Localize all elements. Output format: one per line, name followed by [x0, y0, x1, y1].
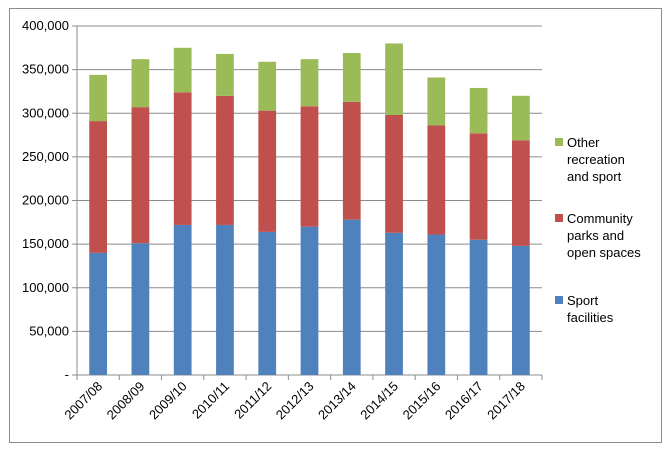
bar-segment: [342, 53, 361, 102]
y-tick-label: -: [65, 367, 69, 382]
bar-segment: [342, 101, 361, 220]
x-tick-label: 2008/09: [104, 379, 148, 423]
bar-segment: [427, 234, 446, 375]
legend-label: and sport: [567, 169, 622, 184]
y-tick-label: 100,000: [22, 280, 69, 295]
bar-segment: [173, 47, 192, 93]
bar-segment: [216, 53, 234, 96]
y-tick-label: 200,000: [22, 193, 69, 208]
x-tick-label: 2009/10: [146, 379, 190, 423]
bar-segment: [89, 74, 108, 122]
bar-segment: [131, 107, 150, 244]
bar-segment: [173, 92, 192, 225]
y-tick-label: 300,000: [22, 105, 69, 120]
bar-segment: [216, 95, 234, 225]
y-tick-label: 250,000: [22, 149, 69, 164]
bar-segment: [258, 231, 277, 375]
bar-segment: [427, 77, 446, 126]
bar-segment: [89, 252, 108, 375]
x-tick-label: 2012/13: [273, 379, 317, 423]
bar-segment: [511, 140, 530, 246]
bar-segment: [385, 232, 403, 375]
bar-segment: [469, 239, 488, 375]
bar-segment: [258, 110, 277, 232]
legend-label: Community: [567, 211, 633, 226]
bar-segment: [131, 59, 150, 108]
bar-segment: [173, 224, 192, 375]
x-tick-label: 2017/18: [484, 379, 528, 423]
x-tick-label: 2010/11: [189, 379, 232, 422]
y-tick-label: 350,000: [22, 62, 69, 77]
legend-swatch: [555, 138, 563, 146]
y-tick-label: 400,000: [22, 18, 69, 33]
bar-segment: [89, 121, 108, 253]
chart-frame: [9, 8, 662, 443]
legend-label: Sport: [567, 293, 598, 308]
bar-segment: [511, 245, 530, 375]
legend-swatch: [555, 214, 563, 222]
bar-segment: [342, 219, 361, 375]
legend-swatch: [555, 296, 563, 304]
x-tick-label: 2016/17: [442, 379, 486, 423]
bar-segment: [385, 114, 403, 233]
bar-segment: [300, 226, 319, 375]
x-tick-label: 2014/15: [357, 379, 401, 423]
bar-segment: [216, 224, 234, 375]
x-tick-label: 2007/08: [61, 379, 105, 423]
bar-segment: [300, 59, 319, 107]
bar-segment: [427, 125, 446, 235]
legend-label: facilities: [567, 310, 614, 325]
x-tick-label: 2015/16: [400, 379, 444, 423]
bar-segment: [511, 95, 530, 141]
bar-segment: [300, 106, 319, 227]
x-tick-label: 2013/14: [315, 379, 359, 423]
legend-label: Other: [567, 135, 600, 150]
bar-segment: [469, 87, 488, 134]
bar-segment: [385, 43, 403, 115]
x-tick-label: 2011/12: [231, 379, 274, 422]
bar-segment: [469, 133, 488, 240]
legend-label: recreation: [567, 152, 625, 167]
y-tick-label: 150,000: [22, 236, 69, 251]
legend-label: open spaces: [567, 245, 641, 260]
bar-segment: [131, 243, 150, 375]
legend-label: parks and: [567, 228, 624, 243]
bar-segment: [258, 61, 277, 111]
y-tick-label: 50,000: [29, 323, 69, 338]
